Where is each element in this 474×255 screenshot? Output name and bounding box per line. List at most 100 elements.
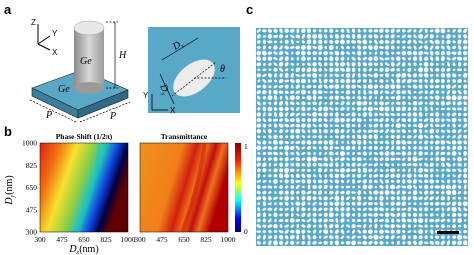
nanopillar: [278, 78, 284, 84]
nanopillar: [290, 190, 295, 195]
nanopillar: [324, 68, 328, 72]
nanopillar: [334, 95, 340, 100]
nanopillar: [380, 224, 383, 228]
nanopillar: [323, 140, 328, 145]
nanopillar: [307, 207, 311, 211]
nanopillar: [457, 50, 462, 56]
nanopillar: [413, 235, 417, 240]
label-sub: y: [10, 194, 16, 198]
nanopillar: [401, 185, 407, 189]
nanopillar: [346, 230, 350, 233]
nanopillar: [391, 139, 395, 145]
nanopillar: [301, 140, 306, 145]
nanopillar: [374, 79, 378, 83]
nanopillar: [368, 151, 372, 156]
nanopillar: [368, 229, 373, 234]
nanopillar: [340, 95, 345, 100]
nanopillar: [318, 213, 322, 217]
nanopillar: [313, 151, 316, 156]
nanopillar: [429, 84, 434, 89]
nanopillar: [256, 28, 261, 33]
nanopillar: [256, 230, 262, 233]
nanopillar: [345, 78, 351, 84]
nanopillar: [463, 123, 468, 128]
nanopillar: [329, 62, 334, 67]
nanopillar: [424, 101, 428, 105]
nanopillar: [273, 112, 278, 117]
nanopillar: [285, 135, 289, 139]
nanopillar: [368, 45, 373, 50]
nanopillar: [458, 74, 462, 77]
nanopillar: [457, 240, 463, 246]
nanopillar: [268, 140, 272, 144]
nanopillar: [290, 39, 294, 45]
nanopillar: [273, 28, 278, 33]
nanopillar: [440, 124, 446, 127]
nanopillar: [384, 101, 390, 106]
nanopillar: [396, 62, 401, 67]
nanopillar: [418, 84, 423, 89]
nanopillar: [434, 28, 440, 34]
nanopillar: [418, 33, 424, 39]
nanopillar: [452, 40, 456, 44]
nanopillar: [452, 101, 456, 106]
nanopillar: [357, 112, 361, 117]
nanopillar: [451, 206, 457, 212]
nanopillar: [462, 95, 468, 100]
nanopillar: [435, 85, 440, 89]
nanopillar: [274, 218, 277, 223]
nanopillar: [419, 106, 422, 111]
nanopillar: [279, 118, 283, 122]
nanopillar: [379, 190, 384, 195]
nanopillar: [401, 129, 406, 134]
nanopillar: [278, 90, 284, 94]
nanopillar: [418, 112, 423, 117]
nanopillar: [357, 190, 362, 195]
nanopillar: [362, 207, 367, 212]
nanopillar: [279, 73, 283, 78]
nanopillar: [284, 62, 289, 67]
nanopillar: [379, 28, 384, 34]
nanopillar: [424, 224, 428, 228]
nanopillar: [262, 185, 267, 189]
nanopillar: [413, 151, 417, 156]
nanopillar: [268, 62, 272, 66]
nanopillar: [323, 212, 328, 218]
nanopillar: [335, 140, 339, 145]
nanopillar: [301, 28, 306, 34]
nanopillar: [273, 62, 278, 67]
nanopillar: [418, 179, 423, 184]
nanopillar: [391, 106, 395, 112]
nanopillar: [434, 95, 440, 100]
nanopillar: [463, 207, 468, 212]
nanopillar: [312, 196, 317, 201]
nanopillar: [323, 235, 328, 239]
nanopillar: [335, 217, 339, 224]
nanopillar: [290, 129, 295, 134]
nanopillar: [390, 129, 395, 134]
nanopillar: [312, 62, 317, 67]
nanopillar: [396, 240, 400, 245]
nanopillar: [435, 45, 440, 50]
nanopillar: [373, 44, 379, 51]
nanopillar: [278, 85, 284, 89]
nanopillar: [351, 223, 356, 229]
nanopillar: [407, 240, 412, 245]
nanopillar: [268, 229, 272, 234]
nanopillar: [463, 146, 467, 150]
nanopillar: [408, 235, 411, 239]
axis-label: X: [170, 106, 176, 115]
nanopillar: [446, 107, 451, 111]
nanopillar: [306, 84, 312, 89]
nanopillar: [256, 90, 262, 95]
nanopillar: [385, 179, 389, 184]
nanopillar: [440, 129, 445, 133]
nanopillar: [262, 123, 267, 128]
nanopillar: [262, 68, 267, 72]
nanopillar: [256, 123, 262, 128]
nanopillar: [390, 67, 396, 72]
nanopillar: [267, 28, 272, 33]
nanopillar: [352, 185, 356, 189]
nanopillar: [424, 235, 428, 240]
label-main: D: [68, 244, 77, 255]
